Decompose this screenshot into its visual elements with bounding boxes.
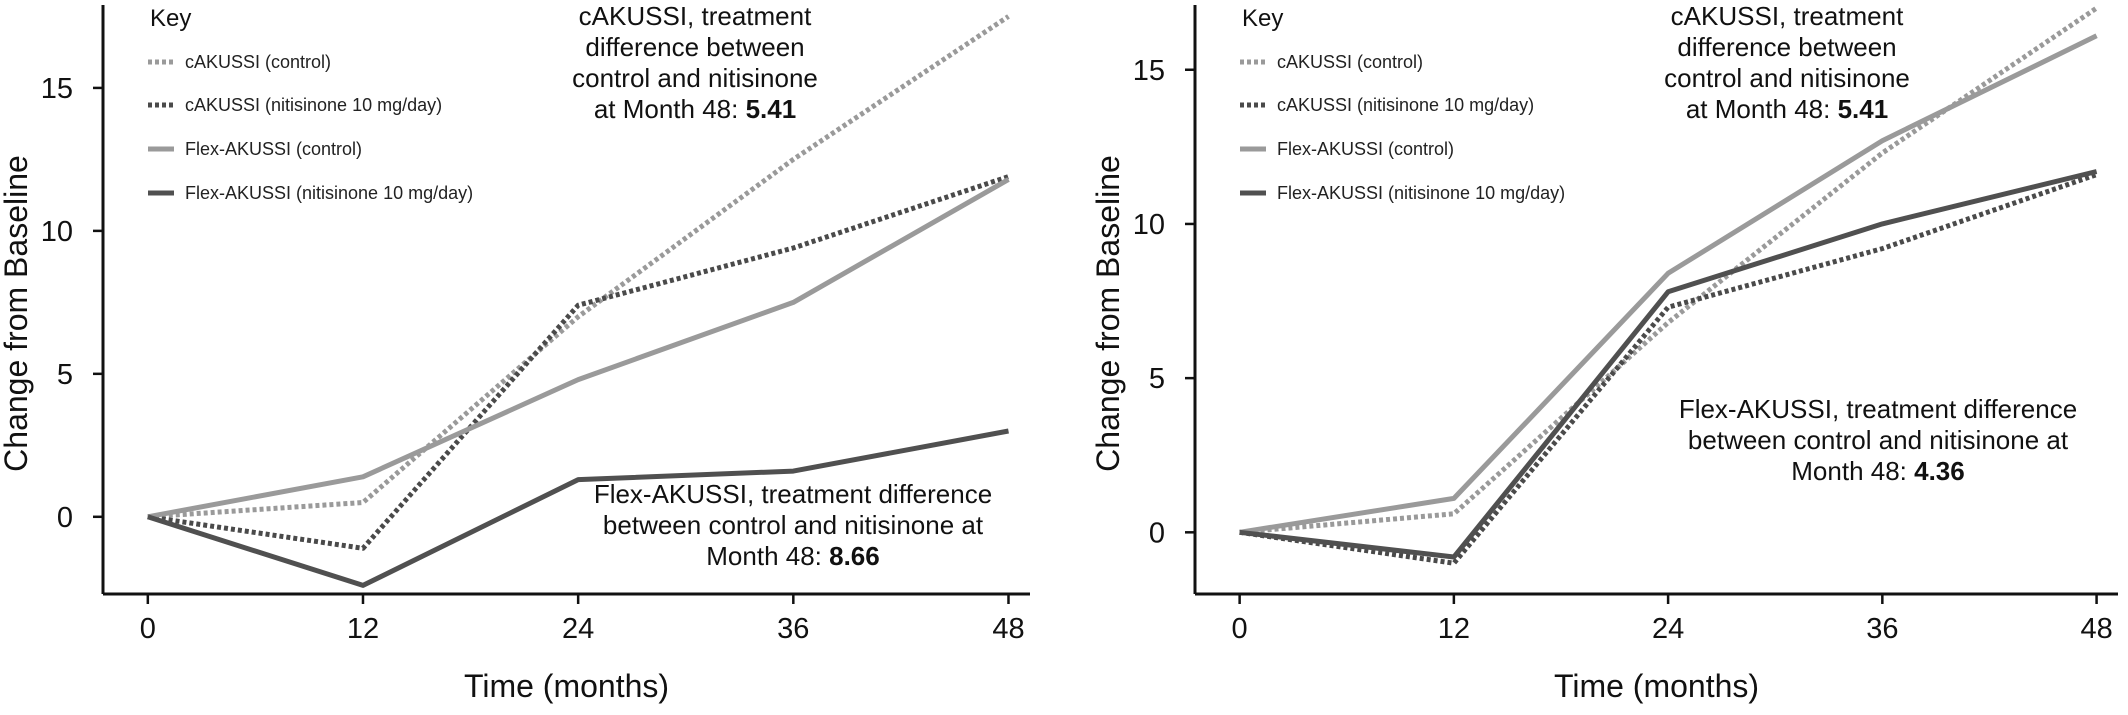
annotation-2: Flex-AKUSSI, treatment differencebetween… — [594, 479, 992, 571]
x-tick-label: 24 — [562, 613, 594, 645]
x-tick-label: 48 — [2080, 613, 2112, 645]
annotation-value: 5.41 — [746, 94, 797, 124]
annotation-prefix: Month 48: — [1791, 456, 1914, 486]
legend-label-3: Flex-AKUSSI (control) — [1277, 139, 1454, 159]
annotation-2: Flex-AKUSSI, treatment differencebetween… — [1679, 394, 2077, 486]
legend-label-2: cAKUSSI (nitisinone 10 mg/day) — [185, 95, 442, 115]
legend-label-4: Flex-AKUSSI (nitisinone 10 mg/day) — [1277, 183, 1565, 203]
annotation-line: between control and nitisinone at — [603, 510, 984, 540]
x-tick-label: 12 — [347, 613, 379, 645]
annotation-line: cAKUSSI, treatment — [1671, 1, 1904, 31]
legend-label-1: cAKUSSI (control) — [1277, 52, 1423, 72]
key-title: Key — [1242, 5, 1283, 32]
annotation-line: difference between — [1677, 32, 1896, 62]
x-axis-title: Time (months) — [1554, 668, 1759, 704]
annotation-last-line: Month 48: 8.66 — [706, 541, 879, 571]
x-tick-label: 0 — [1232, 613, 1248, 645]
key-title: Key — [150, 5, 191, 32]
annotation-value: 8.66 — [829, 541, 880, 571]
x-axis-title: Time (months) — [464, 668, 669, 704]
series-line-3 — [148, 179, 1009, 516]
annotation-line: cAKUSSI, treatment — [579, 1, 812, 31]
legend-label-1: cAKUSSI (control) — [185, 52, 331, 72]
chart-panel-2: 0 12 24 36 48 0 5 10 15 Time (months) Change from … — [1090, 1, 2118, 704]
series-line-2 — [1240, 175, 2097, 564]
y-tick-label: 5 — [57, 359, 73, 391]
y-tick-label: 15 — [1133, 55, 1165, 87]
annotation-line: Flex-AKUSSI, treatment difference — [1679, 394, 2077, 424]
annotation-last-line: at Month 48: 5.41 — [594, 94, 796, 124]
y-tick-label: 10 — [1133, 209, 1165, 241]
legend-label-4: Flex-AKUSSI (nitisinone 10 mg/day) — [185, 183, 473, 203]
annotation-line: difference between — [585, 32, 804, 62]
annotation-last-line: Month 48: 4.36 — [1791, 456, 1964, 486]
y-tick-label: 15 — [41, 73, 73, 105]
annotation-line: Flex-AKUSSI, treatment difference — [594, 479, 992, 509]
annotation-value: 4.36 — [1914, 456, 1965, 486]
y-axis-title: Change from Baseline — [1090, 155, 1126, 472]
annotation-prefix: Month 48: — [706, 541, 829, 571]
legend-label-3: Flex-AKUSSI (control) — [185, 139, 362, 159]
x-tick-label: 48 — [992, 613, 1024, 645]
annotation-line: control and nitisinone — [572, 63, 818, 93]
x-tick-label: 0 — [140, 613, 156, 645]
x-tick-label: 36 — [777, 613, 809, 645]
x-tick-label: 12 — [1438, 613, 1470, 645]
x-tick-label: 36 — [1866, 613, 1898, 645]
x-tick-label: 24 — [1652, 613, 1684, 645]
annotation-prefix: at Month 48: — [1686, 94, 1838, 124]
annotation-value: 5.41 — [1838, 94, 1889, 124]
y-tick-label: 10 — [41, 216, 73, 248]
annotation-prefix: at Month 48: — [594, 94, 746, 124]
chart-panel-1: 0 12 24 36 48 0 5 10 15 Time (months) Change from … — [0, 1, 1030, 704]
legend-label-2: cAKUSSI (nitisinone 10 mg/day) — [1277, 95, 1534, 115]
annotation-line: control and nitisinone — [1664, 63, 1910, 93]
y-tick-label: 0 — [1149, 517, 1165, 549]
series-line-4 — [1240, 172, 2097, 558]
y-axis-title: Change from Baseline — [0, 155, 34, 472]
annotation-line: between control and nitisinone at — [1688, 425, 2069, 455]
annotation-last-line: at Month 48: 5.41 — [1686, 94, 1888, 124]
y-tick-label: 5 — [1149, 363, 1165, 395]
y-tick-label: 0 — [57, 502, 73, 534]
